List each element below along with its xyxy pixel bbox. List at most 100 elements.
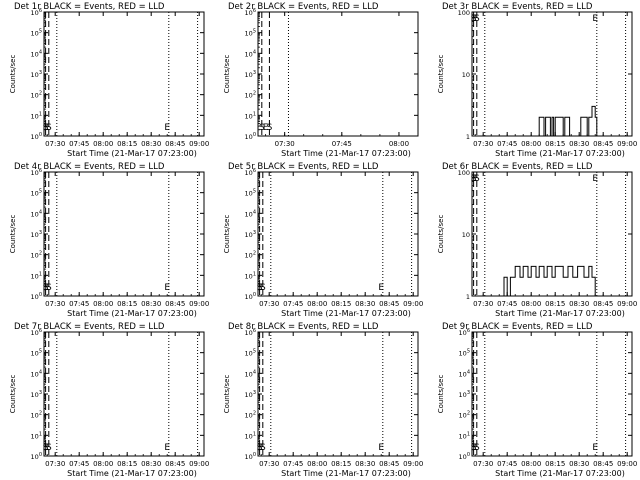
panel-title: Det 1r BLACK = Events, RED = LLD: [14, 2, 165, 12]
annotation-e: E: [44, 283, 50, 293]
panel-det-8: Det 8r BLACK = Events, RED = LLD Counts/s…: [223, 322, 423, 478]
annotation-s: S: [259, 123, 265, 133]
y-tick-label: 103: [31, 70, 42, 79]
y-tick-label: 104: [31, 369, 42, 378]
annotation-s: S: [46, 283, 52, 293]
x-axis-label: Start Time (21-Mar-17 07:23:00): [495, 149, 625, 158]
plot-frame: [471, 331, 633, 457]
y-axis-label: Counts/sec: [223, 375, 231, 414]
y-tick-label: 105: [31, 189, 42, 198]
annotation-e: E: [378, 443, 384, 453]
plot-frame: [471, 171, 633, 297]
x-tick-label: 08:30: [141, 300, 161, 308]
x-tick-label: 07:45: [283, 460, 303, 468]
annotation-e: E: [472, 174, 478, 184]
annotation-e: E: [164, 443, 170, 453]
y-axis-label: Counts/sec: [223, 215, 231, 254]
y-axis-label: Counts/sec: [437, 375, 445, 414]
y-tick-label: 106: [459, 328, 470, 337]
y-tick-label: 104: [31, 209, 42, 218]
x-axis-label: Start Time (21-Mar-17 07:23:00): [281, 149, 411, 158]
x-tick-label: 08:30: [141, 460, 161, 468]
x-axis-label: Start Time (21-Mar-17 07:23:00): [67, 309, 197, 318]
y-tick-label: 103: [31, 230, 42, 239]
x-tick-label: 08:15: [331, 460, 351, 468]
y-tick-label: 106: [245, 328, 256, 337]
plot-frame: [43, 331, 205, 457]
annotation-e: E: [258, 443, 264, 453]
x-tick-label: 08:45: [379, 460, 399, 468]
x-tick-label: 07:30: [45, 140, 65, 148]
y-axis-label: Counts/sec: [9, 215, 17, 254]
x-tick-label: 07:45: [332, 140, 352, 148]
panel-det-1: Det 1r BLACK = Events, RED = LLD Counts/s…: [9, 2, 209, 158]
y-tick-label: 103: [245, 70, 256, 79]
y-tick-label: 100: [245, 132, 256, 141]
annotation-s: S: [471, 174, 477, 184]
y-tick-label: 105: [245, 29, 256, 38]
y-tick-label: 102: [31, 251, 42, 260]
x-tick-label: 08:15: [545, 300, 565, 308]
y-axis-label: Counts/sec: [437, 55, 445, 94]
x-tick-label: 08:15: [117, 300, 137, 308]
y-tick-label: 103: [31, 390, 42, 399]
x-tick-label: 07:45: [497, 300, 517, 308]
y-tick-label: 101: [31, 111, 42, 120]
y-tick-label: 106: [245, 168, 256, 177]
panel-det-2: Det 2r BLACK = Events, RED = LLD Counts/s…: [223, 2, 419, 158]
x-tick-label: 07:45: [69, 300, 89, 308]
annotation-s: S: [257, 443, 263, 453]
y-tick-label: 102: [31, 411, 42, 420]
y-tick-label: 100: [31, 292, 42, 301]
y-tick-label: 102: [245, 91, 256, 100]
x-tick-label: 08:45: [593, 140, 613, 148]
panel-det-9: Det 9r BLACK = Events, RED = LLD Counts/s…: [437, 322, 637, 478]
annotation-e: E: [258, 283, 264, 293]
y-tick-label: 103: [245, 390, 256, 399]
x-axis-label: Start Time (21-Mar-17 07:23:00): [67, 149, 197, 158]
panel-title: Det 7r BLACK = Events, RED = LLD: [14, 322, 165, 332]
x-tick-label: 07:45: [69, 140, 89, 148]
events-series-line: [538, 105, 598, 137]
y-tick-label: 101: [459, 431, 470, 440]
plot-frame: [43, 11, 205, 137]
x-tick-label: 09:00: [617, 140, 637, 148]
panel-det-4: Det 4r BLACK = Events, RED = LLD Counts/s…: [9, 162, 209, 318]
annotation-s: S: [43, 123, 49, 133]
y-tick-label: 104: [245, 209, 256, 218]
y-tick-label: 102: [459, 411, 470, 420]
y-tick-label: 106: [31, 328, 42, 337]
annotation-e: E: [263, 123, 269, 133]
annotation-s: S: [471, 14, 477, 24]
x-tick-label: 08:45: [379, 300, 399, 308]
x-tick-label: 07:30: [473, 140, 493, 148]
y-tick-label: 104: [245, 369, 256, 378]
x-tick-label: 08:15: [331, 300, 351, 308]
annotation-e: E: [164, 123, 170, 133]
plot-frame: [257, 331, 419, 457]
annotation-s: S: [474, 443, 480, 453]
annotation-s: S: [257, 283, 263, 293]
annotation-s: S: [471, 443, 477, 453]
y-tick-label: 101: [245, 271, 256, 280]
x-axis-label: Start Time (21-Mar-17 07:23:00): [67, 469, 197, 478]
annotation-e: E: [44, 443, 50, 453]
x-axis-label: Start Time (21-Mar-17 07:23:00): [281, 469, 411, 478]
x-tick-label: 08:30: [355, 300, 375, 308]
x-tick-label: 09:00: [189, 140, 209, 148]
y-tick-label: 106: [31, 168, 42, 177]
y-tick-label: 105: [459, 349, 470, 358]
x-tick-label: 08:00: [307, 460, 327, 468]
plot-frame: [257, 171, 419, 297]
x-tick-label: 08:15: [117, 460, 137, 468]
panel-title: Det 3r BLACK = Events, RED = LLD: [442, 2, 593, 12]
x-tick-label: 08:15: [117, 140, 137, 148]
x-tick-label: 09:00: [617, 300, 637, 308]
y-tick-label: 10: [462, 231, 470, 239]
x-tick-label: 08:00: [93, 300, 113, 308]
y-tick-label: 102: [31, 91, 42, 100]
x-tick-label: 08:30: [569, 140, 589, 148]
y-axis-label: Counts/sec: [9, 375, 17, 414]
annotation-e: E: [472, 14, 478, 24]
